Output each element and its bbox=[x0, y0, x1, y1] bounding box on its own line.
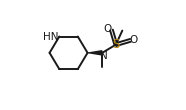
Text: O: O bbox=[104, 24, 112, 34]
Text: S: S bbox=[112, 38, 119, 51]
Text: O: O bbox=[130, 35, 138, 45]
Text: HN: HN bbox=[43, 32, 58, 42]
Polygon shape bbox=[88, 50, 102, 56]
Text: N: N bbox=[100, 51, 107, 61]
